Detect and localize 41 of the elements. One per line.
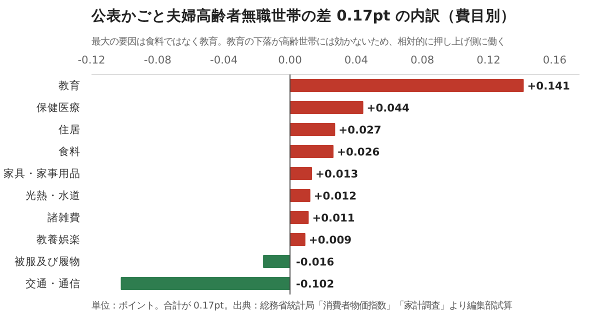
y-tick-label: 教育 [58,79,80,92]
x-tick-label: 0.04 [344,54,368,66]
x-tick-label: 0.08 [410,54,434,66]
data-label: -0.016 [296,256,334,268]
y-tick-label: 保健医療 [36,101,80,114]
x-tick-label: 0.12 [476,54,500,66]
x-tick-label: -0.08 [144,54,172,66]
data-label: +0.011 [312,212,355,224]
y-tick-label: 教養娯楽 [36,233,80,246]
bar [290,78,524,92]
bar [290,210,309,224]
chart-subtitle: 最大の要因は食料ではなく教育。教育の下落が高齢世帯には効かないため、相対的に押し上げ側に働く [92,36,506,48]
y-tick-label: 被服及び履物 [14,255,80,268]
bar [290,100,364,114]
data-label: +0.027 [338,124,382,136]
y-tick-label: 交通・通信 [26,277,80,290]
bar [263,254,291,268]
data-label: +0.044 [366,102,410,114]
data-label: +0.009 [308,234,352,246]
bar [290,122,336,136]
y-tick-label: 食料 [58,145,80,158]
x-tick-label: -0.12 [78,54,106,66]
chart-title: 公表かごと夫婦高齢者無職世帯の差 0.17pt の内訳（費目別） [90,6,516,24]
x-tick-label: 0.00 [278,54,302,66]
y-tick-label: 住居 [58,123,80,136]
bar [290,232,306,246]
text: 単位：ポイント。合計が 0.17pt。出典：総務省統計局「消費者物価指数」「家計調査」より編集部試算 [92,300,512,312]
x-tick-label: 0.16 [542,54,567,66]
data-label: +0.026 [337,146,380,158]
y-tick-label: 家具・家事用品 [4,167,80,180]
data-label: +0.141 [527,80,570,92]
bar [290,144,334,158]
bar [120,276,291,290]
y-tick-label: 光熱・水道 [26,189,80,202]
data-label: +0.013 [316,168,358,180]
y-tick-label: 諸雑費 [48,211,80,224]
data-label: +0.012 [314,190,356,202]
x-tick-label: -0.04 [210,54,238,66]
bar [290,166,312,180]
data-label: -0.102 [296,278,334,290]
bar [290,188,310,202]
